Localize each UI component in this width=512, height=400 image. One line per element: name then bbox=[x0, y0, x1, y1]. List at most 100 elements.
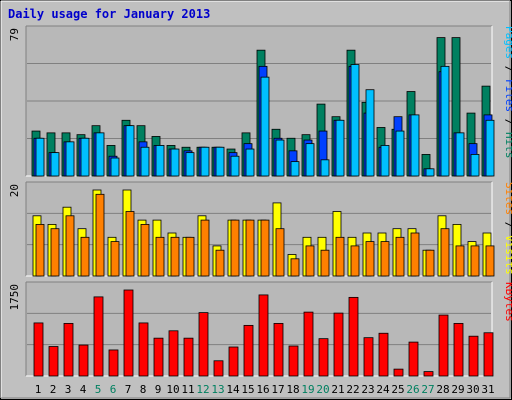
bar-pages-day-22 bbox=[350, 64, 360, 177]
bar-kbytes-day-29 bbox=[453, 323, 464, 377]
x-tick-label-3: 3 bbox=[65, 383, 72, 396]
x-tick-label-4: 4 bbox=[80, 383, 87, 396]
legend-separator: / bbox=[503, 112, 512, 132]
bar-sites-day-18 bbox=[290, 258, 300, 277]
bar-kbytes-day-20 bbox=[318, 338, 329, 377]
bar-sites-day-22 bbox=[350, 245, 360, 277]
bar-kbytes-day-15 bbox=[243, 324, 254, 377]
bar-kbytes-day-12 bbox=[198, 312, 209, 377]
chart-title: Daily usage for January 2013 bbox=[8, 7, 210, 21]
x-tick-label-19: 19 bbox=[301, 383, 314, 396]
bar-kbytes-day-19 bbox=[303, 311, 314, 377]
bar-kbytes-day-3 bbox=[63, 323, 74, 377]
panel-visits_sites: 20 Sites / Visits bbox=[8, 181, 512, 277]
bar-sites-day-9 bbox=[155, 236, 165, 277]
bar-sites-day-14 bbox=[230, 219, 240, 277]
bar-sites-day-17 bbox=[275, 228, 285, 277]
bar-sites-day-28 bbox=[440, 228, 450, 277]
bar-sites-day-30 bbox=[470, 245, 480, 277]
x-tick-label-20: 20 bbox=[316, 383, 329, 396]
legend-separator: / bbox=[503, 59, 512, 79]
x-tick-label-21: 21 bbox=[331, 383, 344, 396]
legend-label: Pages / Files / Hits bbox=[503, 26, 512, 159]
bar-sites-day-15 bbox=[245, 219, 255, 277]
x-tick-label-5: 5 bbox=[95, 383, 102, 396]
x-tick-label-17: 17 bbox=[271, 383, 284, 396]
x-tick-label-9: 9 bbox=[155, 383, 162, 396]
bar-sites-day-25 bbox=[395, 236, 405, 277]
bar-kbytes-day-23 bbox=[363, 337, 374, 377]
bar-pages-day-26 bbox=[410, 114, 420, 177]
bar-kbytes-day-31 bbox=[483, 332, 494, 377]
legend-pages: Pages bbox=[503, 26, 512, 59]
x-tick-label-6: 6 bbox=[110, 383, 117, 396]
x-tick-label-14: 14 bbox=[226, 383, 240, 396]
bar-pages-day-15 bbox=[245, 148, 255, 177]
bar-pages-day-18 bbox=[290, 161, 300, 177]
bar-kbytes-day-13 bbox=[213, 360, 224, 377]
bar-sites-day-11 bbox=[185, 236, 195, 277]
x-tick-label-29: 29 bbox=[451, 383, 464, 396]
bar-pages-day-13 bbox=[215, 146, 225, 177]
legend-files: Files bbox=[503, 79, 512, 112]
bar-pages-day-3 bbox=[65, 141, 75, 177]
bar-sites-day-4 bbox=[80, 236, 90, 277]
bar-sites-day-3 bbox=[65, 215, 75, 277]
bar-kbytes-day-7 bbox=[123, 289, 134, 377]
x-tick-label-2: 2 bbox=[50, 383, 57, 396]
x-tick-label-30: 30 bbox=[466, 383, 479, 396]
bar-kbytes-day-24 bbox=[378, 332, 389, 377]
bar-pages-day-2 bbox=[50, 152, 60, 177]
bar-kbytes-day-28 bbox=[438, 314, 449, 377]
x-tick-label-25: 25 bbox=[391, 383, 404, 396]
bar-pages-day-20 bbox=[320, 159, 330, 177]
bar-pages-day-4 bbox=[80, 137, 90, 177]
panel-kbytes: 1750 KBytes bbox=[8, 281, 512, 377]
bar-kbytes-day-5 bbox=[93, 296, 104, 377]
bar-kbytes-day-16 bbox=[258, 294, 269, 377]
bar-kbytes-day-4 bbox=[78, 344, 89, 377]
bar-pages-day-21 bbox=[335, 119, 345, 177]
bar-sites-day-24 bbox=[380, 241, 390, 277]
bar-kbytes-day-22 bbox=[348, 296, 359, 377]
legend-sites: Sites bbox=[503, 182, 512, 215]
bar-kbytes-day-30 bbox=[468, 335, 479, 377]
x-tick-label-8: 8 bbox=[140, 383, 147, 396]
bar-kbytes-day-11 bbox=[183, 337, 194, 377]
bar-kbytes-day-6 bbox=[108, 349, 119, 377]
bar-pages-day-14 bbox=[230, 155, 240, 177]
bar-pages-day-24 bbox=[380, 145, 390, 177]
bar-sites-day-20 bbox=[320, 249, 330, 277]
bar-pages-day-10 bbox=[170, 148, 180, 177]
bar-kbytes-day-10 bbox=[168, 330, 179, 377]
bar-kbytes-day-27 bbox=[423, 371, 434, 377]
legend-label: Sites / Visits bbox=[503, 182, 512, 275]
bar-pages-day-25 bbox=[395, 130, 405, 177]
bar-kbytes-day-25 bbox=[393, 368, 404, 377]
x-tick-label-27: 27 bbox=[421, 383, 434, 396]
bar-pages-day-31 bbox=[485, 119, 495, 177]
bar-pages-day-23 bbox=[365, 89, 375, 177]
x-tick-label-15: 15 bbox=[241, 383, 254, 396]
bar-pages-day-1 bbox=[35, 137, 45, 177]
bar-pages-day-7 bbox=[125, 125, 135, 177]
bar-sites-day-21 bbox=[335, 236, 345, 277]
x-tick-label-23: 23 bbox=[361, 383, 374, 396]
bar-sites-day-29 bbox=[455, 245, 465, 277]
bar-pages-day-6 bbox=[110, 157, 120, 177]
bar-kbytes-day-18 bbox=[288, 345, 299, 377]
bar-kbytes-day-2 bbox=[48, 346, 59, 377]
bar-pages-day-8 bbox=[140, 146, 150, 177]
bar-pages-day-9 bbox=[155, 145, 165, 177]
y-max-label: 79 bbox=[8, 28, 21, 41]
bar-sites-day-1 bbox=[35, 223, 45, 277]
bar-sites-day-13 bbox=[215, 249, 225, 277]
x-tick-label-12: 12 bbox=[196, 383, 209, 396]
chart-panels: 79 Pages / Files / Hits 20 Sites / Visits 17… bbox=[8, 25, 512, 377]
x-tick-label-18: 18 bbox=[286, 383, 299, 396]
x-tick-label-28: 28 bbox=[436, 383, 449, 396]
bar-kbytes-day-26 bbox=[408, 341, 419, 377]
bar-pages-day-11 bbox=[185, 152, 195, 177]
bar-sites-day-31 bbox=[485, 245, 495, 277]
